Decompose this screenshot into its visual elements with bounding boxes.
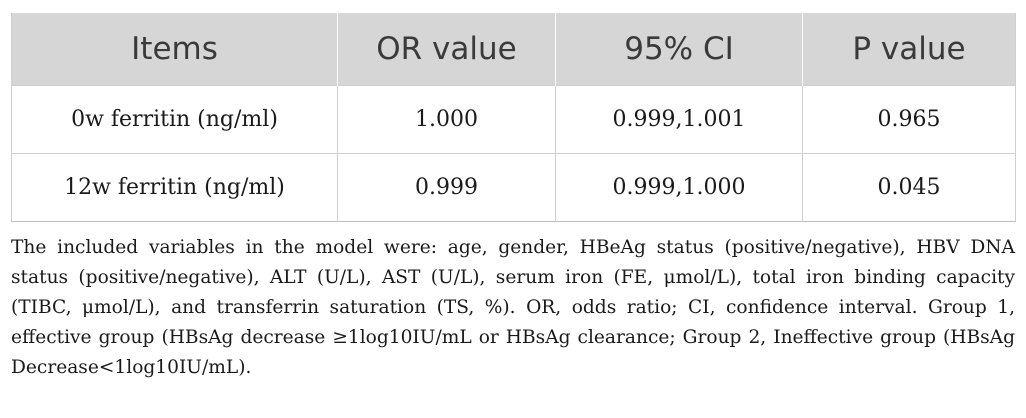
table-row: 0w ferritin (ng/ml) 1.000 0.999,1.001 0.…	[11, 85, 1016, 154]
cell-p-value: 0.045	[802, 153, 1016, 222]
table-footnote: The included variables in the model were…	[11, 237, 1015, 378]
cell-p-value: 0.965	[802, 85, 1016, 154]
cell-item: 0w ferritin (ng/ml)	[11, 85, 338, 154]
cell-or-value: 0.999	[337, 153, 556, 222]
header-p-value: P value	[802, 13, 1016, 86]
header-95-ci: 95% CI	[555, 13, 803, 86]
results-table-container: Items OR value 95% CI P value 0w ferriti…	[11, 13, 1016, 222]
cell-ci: 0.999,1.001	[555, 85, 803, 154]
cell-or-value: 1.000	[337, 85, 556, 154]
cell-item: 12w ferritin (ng/ml)	[11, 153, 338, 222]
header-or-value: OR value	[337, 13, 556, 86]
table-row: 12w ferritin (ng/ml) 0.999 0.999,1.000 0…	[11, 153, 1016, 222]
table-header-row: Items OR value 95% CI P value	[11, 13, 1016, 86]
results-table: Items OR value 95% CI P value 0w ferriti…	[11, 13, 1016, 222]
cell-ci: 0.999,1.000	[555, 153, 803, 222]
header-items: Items	[11, 13, 338, 86]
